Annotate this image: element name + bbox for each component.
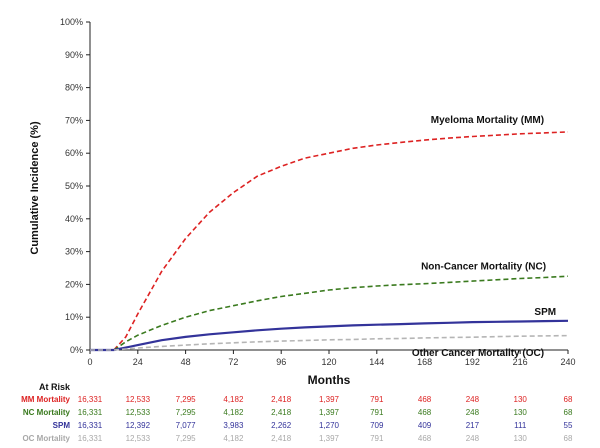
at-risk-value: 7,077 bbox=[176, 421, 197, 430]
at-risk-value: 130 bbox=[514, 408, 528, 417]
y-tick-label: 90% bbox=[65, 50, 83, 60]
x-tick-label: 24 bbox=[133, 357, 143, 367]
at-risk-value: 4,182 bbox=[223, 395, 244, 404]
at-risk-value: 468 bbox=[418, 395, 432, 404]
x-tick-label: 48 bbox=[181, 357, 191, 367]
at-risk-row-label: OC Mortality bbox=[22, 434, 70, 443]
series-line-1 bbox=[90, 275, 569, 351]
at-risk-value: 12,392 bbox=[126, 421, 151, 430]
annotation-label: Non-Cancer Mortality (NC) bbox=[421, 262, 546, 273]
y-axis-label: Cumulative Incidence (%) bbox=[29, 121, 41, 255]
y-tick-label: 50% bbox=[65, 181, 83, 191]
x-tick-label: 240 bbox=[560, 357, 575, 367]
at-risk-value: 217 bbox=[466, 421, 480, 430]
x-tick-label: 0 bbox=[87, 357, 92, 367]
x-tick-label: 192 bbox=[465, 357, 480, 367]
x-tick-label: 72 bbox=[228, 357, 238, 367]
y-tick-label: 20% bbox=[65, 279, 83, 289]
at-risk-value: 7,295 bbox=[176, 408, 197, 417]
at-risk-value: 16,331 bbox=[78, 395, 103, 404]
at-risk-value: 130 bbox=[514, 395, 528, 404]
at-risk-value: 2,418 bbox=[271, 434, 292, 443]
y-tick-label: 60% bbox=[65, 148, 83, 158]
series-line-0 bbox=[90, 131, 569, 351]
at-risk-value: 7,295 bbox=[176, 434, 197, 443]
at-risk-value: 3,983 bbox=[223, 421, 244, 430]
series-annotations: Myeloma Mortality (MM) Non-Cancer Mortali… bbox=[412, 115, 556, 359]
y-tick-label: 100% bbox=[60, 17, 83, 27]
series-lines bbox=[90, 131, 569, 352]
at-risk-value: 7,295 bbox=[176, 395, 197, 404]
at-risk-value: 111 bbox=[514, 421, 527, 430]
at-risk-value: 55 bbox=[564, 421, 573, 430]
x-tick-label: 96 bbox=[276, 357, 286, 367]
at-risk-value: 4,182 bbox=[223, 408, 244, 417]
at-risk-value: 16,331 bbox=[78, 421, 103, 430]
annotation-label: SPM bbox=[534, 307, 556, 318]
y-tick-label: 80% bbox=[65, 83, 83, 93]
at-risk-value: 12,533 bbox=[126, 408, 151, 417]
at-risk-value: 4,182 bbox=[223, 434, 244, 443]
at-risk-value: 2,418 bbox=[271, 395, 292, 404]
at-risk-value: 68 bbox=[564, 395, 573, 404]
at-risk-value: 1,397 bbox=[319, 408, 340, 417]
at-risk-value: 16,331 bbox=[78, 434, 103, 443]
axes: 0% 10% 20% 30% 40% 50% 60% 70% 80% 90% 100% 0 24 48 72… bbox=[60, 17, 576, 367]
at-risk-row-label: NC Mortality bbox=[23, 408, 71, 417]
at-risk-value: 2,262 bbox=[271, 421, 292, 430]
at-risk-value: 12,533 bbox=[126, 395, 151, 404]
at-risk-value: 468 bbox=[418, 408, 432, 417]
at-risk-value: 68 bbox=[564, 408, 573, 417]
at-risk-value: 468 bbox=[418, 434, 432, 443]
at-risk-value: 791 bbox=[370, 395, 384, 404]
at-risk-row-label: SPM bbox=[53, 421, 71, 430]
at-risk-value: 130 bbox=[514, 434, 528, 443]
series-line-2 bbox=[90, 319, 569, 352]
x-tick-label: 144 bbox=[369, 357, 384, 367]
y-tick-label: 40% bbox=[65, 214, 83, 224]
at-risk-row-label: MM Mortality bbox=[21, 395, 70, 404]
at-risk-value: 1,397 bbox=[319, 395, 340, 404]
annotation-label: Myeloma Mortality (MM) bbox=[431, 115, 544, 126]
y-tick-label: 10% bbox=[65, 312, 83, 322]
y-tick-label: 30% bbox=[65, 247, 83, 257]
at-risk-value: 409 bbox=[418, 421, 432, 430]
x-tick-label: 216 bbox=[513, 357, 528, 367]
at-risk-value: 248 bbox=[466, 395, 480, 404]
at-risk-value: 791 bbox=[370, 408, 384, 417]
at-risk-value: 12,533 bbox=[126, 434, 151, 443]
at-risk-value: 1,397 bbox=[319, 434, 340, 443]
at-risk-value: 1,270 bbox=[319, 421, 340, 430]
at-risk-header: At Risk bbox=[39, 382, 71, 392]
at-risk-value: 791 bbox=[370, 434, 384, 443]
at-risk-value: 709 bbox=[370, 421, 384, 430]
annotation-label: Other Cancer Mortality (OC) bbox=[412, 348, 544, 359]
at-risk-table: At Risk MM Mortality 16,331 12,533 7,295 4,18… bbox=[21, 382, 573, 443]
x-tick-label: 168 bbox=[417, 357, 432, 367]
at-risk-value: 248 bbox=[466, 434, 480, 443]
at-risk-value: 68 bbox=[564, 434, 573, 443]
y-tick-label: 70% bbox=[65, 115, 83, 125]
y-tick-label: 0% bbox=[70, 345, 83, 355]
at-risk-value: 248 bbox=[466, 408, 480, 417]
at-risk-value: 16,331 bbox=[78, 408, 103, 417]
x-axis-label: Months bbox=[308, 373, 351, 387]
at-risk-value: 2,418 bbox=[271, 408, 292, 417]
x-tick-label: 120 bbox=[321, 357, 336, 367]
